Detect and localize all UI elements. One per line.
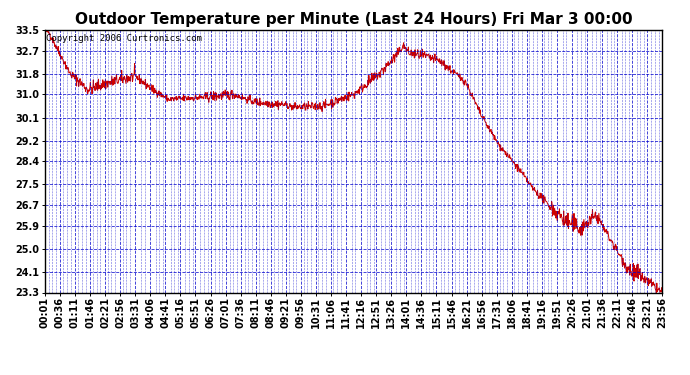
- Title: Outdoor Temperature per Minute (Last 24 Hours) Fri Mar 3 00:00: Outdoor Temperature per Minute (Last 24 …: [75, 12, 633, 27]
- Text: Copyright 2006 Curtronics.com: Copyright 2006 Curtronics.com: [46, 34, 202, 43]
